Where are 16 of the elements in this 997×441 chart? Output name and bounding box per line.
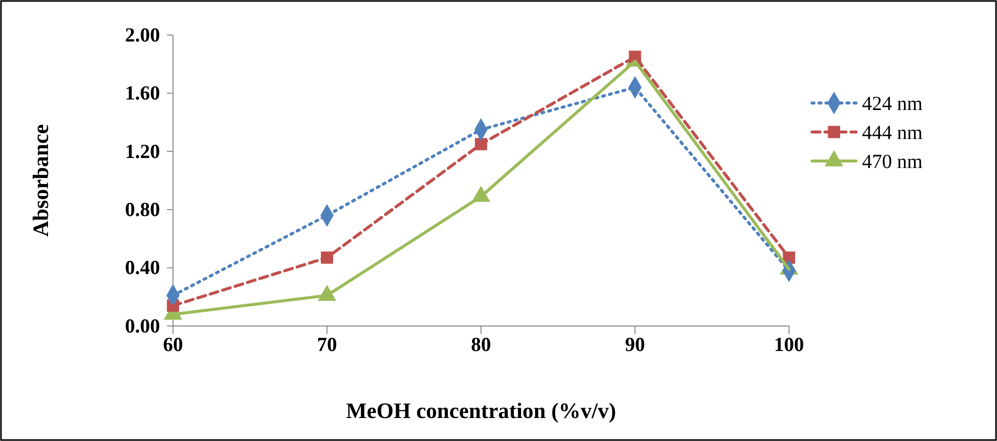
- x-tick-label: 80: [471, 334, 491, 356]
- y-tick-label: 0.40: [125, 257, 160, 280]
- legend-label: 470 nm: [862, 151, 923, 173]
- y-tick-label: 1.20: [125, 140, 160, 163]
- x-tick-label: 90: [625, 334, 645, 356]
- y-tick-label: 0.80: [125, 199, 160, 221]
- y-tick-label: 1.60: [125, 82, 160, 105]
- x-tick-label: 100: [774, 334, 804, 356]
- legend-label: 424 nm: [862, 93, 923, 115]
- legend-label: 444 nm: [862, 122, 923, 144]
- y-tick-label: 0.00: [125, 315, 160, 338]
- x-tick-label: 70: [317, 334, 337, 356]
- y-axis-title: Absorbance: [28, 124, 53, 237]
- x-axis-title: MeOH concentration (%v/v): [346, 398, 616, 423]
- y-tick-label: 2.00: [125, 24, 160, 46]
- x-tick-label: 60: [163, 334, 183, 356]
